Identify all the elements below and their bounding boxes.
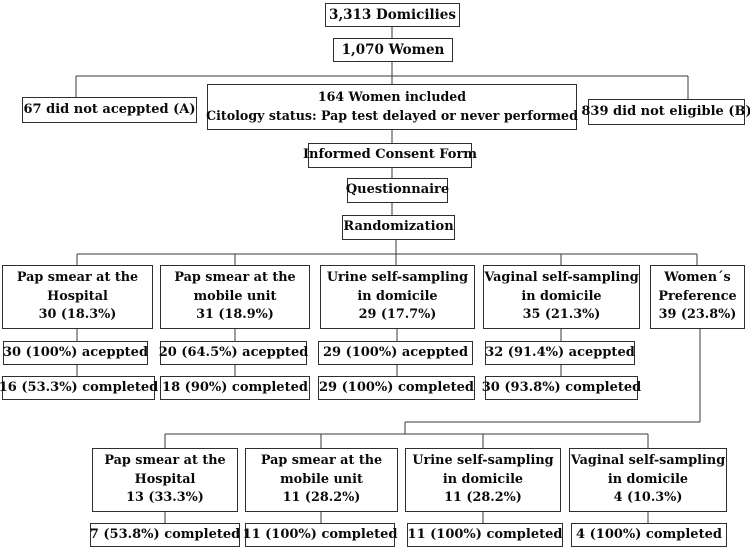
flow-box-pref-completed-vaginal: 4 (100%) completed (571, 523, 727, 547)
flow-box-accepted-pap-mobile: 20 (64.5%) aceppted (159, 341, 308, 365)
flow-box-informed-consent: Informed Consent Form (303, 143, 477, 168)
arm-line: Pap smear at the (104, 453, 226, 469)
arm-line: Pap smear at the (260, 453, 383, 469)
flow-box-pref-completed-pap-mobile: 11 (100%) completed (243, 523, 397, 547)
arm-line: Vaginal self-sampling (570, 453, 726, 469)
flow-box-completed-pap-hospital: 16 (53.3%) completed (0, 376, 158, 400)
flow-box-accepted-vaginal: 32 (91.4%) aceppted (485, 341, 635, 365)
arm-count: 39 (23.8%) (658, 307, 737, 323)
flow-box-pref-completed-urine: 11 (100%) completed (407, 523, 563, 547)
arm-line: Urine self-sampling (412, 453, 554, 469)
arm-line: Preference (658, 288, 737, 304)
arm-line: in domicile (442, 471, 524, 487)
arm-line: in domicile (357, 288, 438, 304)
flow-box-not-accepted: 67 did not aceppted (A) (22, 97, 197, 123)
arm-count: 13 (33.3%) (126, 490, 204, 506)
arm-count: 35 (21.3%) (522, 307, 601, 323)
flow-box-completed-urine: 29 (100%) completed (318, 376, 475, 400)
flow-box-accepted-pap-hospital: 30 (100%) aceppted (3, 341, 148, 365)
arm-line: Women´s (664, 270, 731, 286)
flow-box-arm-pap-mobile: Pap smear at the mobile unit 31 (18.9%) (160, 265, 310, 329)
flow-box-arm-womens-preference: Women´s Preference 39 (23.8%) (650, 265, 745, 329)
arm-count: 29 (17.7%) (358, 307, 437, 323)
arm-count: 11 (28.2%) (282, 490, 361, 506)
flow-box-accepted-urine: 29 (100%) aceppted (318, 341, 473, 365)
flow-box-completed-pap-mobile: 18 (90%) completed (160, 376, 310, 400)
flow-box-pref-pap-hospital: Pap smear at the Hospital 13 (33.3%) (92, 448, 238, 512)
arm-line: Urine self-sampling (326, 270, 469, 286)
arm-count: 11 (28.2%) (444, 490, 522, 506)
arm-line: Pap smear at the (16, 270, 139, 286)
arm-line: Vaginal self-sampling (484, 270, 639, 286)
flow-box-domiciles: 3,313 Domicilies (325, 3, 460, 27)
flow-box-randomization: Randomization (342, 215, 455, 240)
flow-box-pref-completed-pap-hospital: 7 (53.8%) completed (90, 523, 240, 547)
flow-box-arm-vaginal: Vaginal self-sampling in domicile 35 (21… (483, 265, 640, 329)
flow-box-pref-urine: Urine self-sampling in domicile 11 (28.2… (405, 448, 561, 512)
flow-box-not-eligible: 839 did not eligible (B) (581, 99, 750, 125)
flow-box-completed-vaginal: 30 (93.8%) completed (482, 376, 641, 400)
arm-count: 31 (18.9%) (196, 307, 274, 323)
arm-line: in domicile (521, 288, 602, 304)
arm-line: Hospital (47, 288, 108, 304)
arm-count: 30 (18.3%) (38, 307, 117, 323)
arm-line: mobile unit (193, 288, 277, 304)
flow-box-questionnaire: Questionnaire (346, 178, 449, 203)
included-line-1: 164 Women included (317, 89, 467, 105)
flow-box-arm-pap-hospital: Pap smear at the Hospital 30 (18.3%) (2, 265, 153, 329)
flow-box-pref-pap-mobile: Pap smear at the mobile unit 11 (28.2%) (245, 448, 398, 512)
flow-box-arm-urine: Urine self-sampling in domicile 29 (17.7… (320, 265, 475, 329)
arm-line: mobile unit (280, 471, 363, 487)
flow-box-pref-vaginal: Vaginal self-sampling in domicile 4 (10.… (569, 448, 727, 512)
flow-box-women: 1,070 Women (333, 38, 453, 62)
arm-count: 4 (10.3%) (613, 490, 683, 506)
arm-line: in domicile (607, 471, 689, 487)
arm-line: Pap smear at the (174, 270, 296, 286)
arm-line: Hospital (134, 471, 196, 487)
included-line-2: Citology status: Pap test delayed or nev… (206, 108, 578, 123)
flow-box-women-included: 164 Women included Citology status: Pap … (206, 84, 578, 130)
